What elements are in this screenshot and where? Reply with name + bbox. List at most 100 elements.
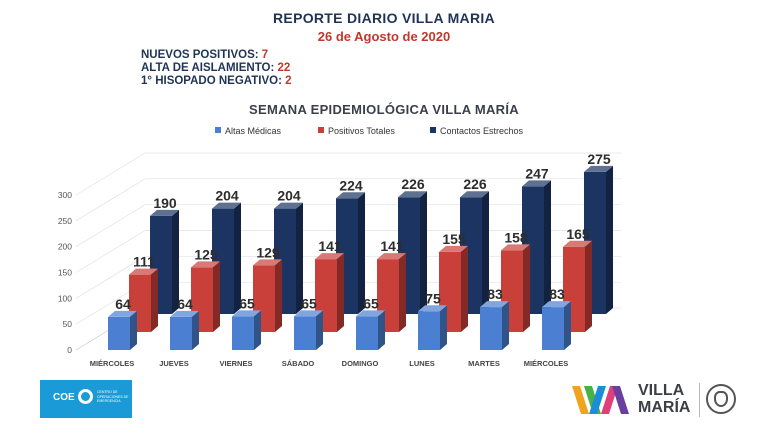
- bar-side: [606, 165, 613, 314]
- bar-side: [564, 301, 571, 350]
- bar-top: [336, 192, 365, 199]
- bar-front: [480, 307, 502, 350]
- bar-top: [356, 310, 385, 317]
- chart-title: SEMANA EPIDEMIOLÓGICA VILLA MARÍA: [249, 102, 519, 117]
- bar-side: [172, 209, 179, 314]
- stat-isolation-discharge: ALTA DE AISLAMIENTO: 22: [141, 62, 292, 75]
- data-label: 226: [463, 176, 487, 192]
- x-tick-label: MARTES: [468, 359, 500, 368]
- data-label: 83: [549, 286, 565, 302]
- data-label: 158: [504, 229, 528, 245]
- bar-top: [108, 310, 137, 317]
- city-seal-icon: [706, 384, 736, 414]
- x-tick-label: SÁBADO: [282, 359, 315, 368]
- bar-front: [418, 311, 440, 350]
- stat-value: 2: [285, 75, 292, 87]
- bar-top: [274, 202, 303, 209]
- bar: [294, 310, 323, 350]
- bar-top: [129, 268, 158, 275]
- bar-front: [542, 307, 564, 350]
- coe-logo-subtitle: CENTRO DE OPERACIONES DE EMERGENCIA: [97, 390, 129, 403]
- bar-side: [523, 244, 530, 332]
- stat-label: NUEVOS POSITIVOS:: [141, 49, 262, 61]
- bar-side: [337, 253, 344, 332]
- y-tick-label: 0: [67, 345, 72, 355]
- bar: [170, 310, 199, 350]
- data-label: 75: [425, 290, 441, 306]
- bar-side: [296, 202, 303, 314]
- bar-side: [254, 310, 261, 350]
- bar-top: [418, 305, 447, 312]
- bar-side: [358, 192, 365, 314]
- bar-side: [378, 310, 385, 350]
- bar-front: [356, 316, 378, 350]
- bar-front: [294, 316, 316, 350]
- y-tick-label: 300: [58, 190, 72, 200]
- data-label: 111: [133, 254, 155, 270]
- data-label: 247: [525, 165, 549, 181]
- bar-side: [130, 310, 137, 350]
- gridline-side: [75, 152, 146, 196]
- bar-top: [584, 165, 613, 172]
- bar: [418, 305, 447, 350]
- bar-top: [294, 310, 323, 317]
- bar-side: [213, 261, 220, 332]
- wordmark-line2: MARÍA: [638, 399, 691, 416]
- logo-divider: [699, 383, 700, 417]
- stats-block: NUEVOS POSITIVOS: 7 ALTA DE AISLAMIENTO:…: [141, 49, 292, 88]
- stat-value: 7: [261, 49, 269, 61]
- y-tick-label: 50: [63, 319, 73, 329]
- bar-side: [192, 310, 199, 350]
- stat-label: ALTA DE AISLAMIENTO:: [141, 62, 278, 74]
- x-tick-label: MIÉRCOLES: [524, 359, 569, 368]
- bar-front: [170, 316, 192, 350]
- bar-top: [522, 180, 551, 187]
- legend-swatch: [430, 127, 436, 133]
- x-tick-label: LUNES: [409, 359, 434, 368]
- bar-front: [232, 316, 254, 350]
- bar-top: [212, 202, 241, 209]
- bar-side: [275, 259, 282, 332]
- data-label: 155: [442, 231, 466, 247]
- data-label: 275: [587, 151, 611, 167]
- bar: [356, 310, 385, 350]
- bar-top: [191, 261, 220, 268]
- legend-swatch: [318, 127, 324, 133]
- data-label: 224: [339, 177, 363, 193]
- legend-label: Altas Médicas: [225, 126, 282, 136]
- data-label: 165: [566, 226, 590, 242]
- bar-side: [399, 253, 406, 332]
- bar-front: [108, 316, 130, 350]
- villa-maria-logo: VILLA MARÍA: [572, 380, 742, 422]
- data-label: 129: [256, 244, 280, 260]
- coe-logo: COE CENTRO DE OPERACIONES DE EMERGENCIA: [40, 380, 132, 418]
- legend-label: Positivos Totales: [328, 126, 395, 136]
- report-date: 26 de Agosto de 2020: [317, 29, 451, 44]
- data-label: 65: [239, 295, 255, 311]
- bar-side: [151, 268, 158, 332]
- legend-swatch: [215, 127, 221, 133]
- bar-top: [150, 209, 179, 216]
- bar-top: [460, 191, 489, 198]
- bar-side: [482, 191, 489, 314]
- data-label: 65: [363, 295, 379, 311]
- bar-side: [502, 301, 509, 350]
- bar-top: [542, 301, 571, 308]
- y-tick-label: 250: [58, 216, 72, 226]
- data-label: 125: [194, 246, 218, 262]
- gridline-side: [75, 230, 146, 273]
- stat-negative-swab: 1° HISOPADO NEGATIVO: 2: [141, 75, 292, 88]
- coe-logo-text: COE: [53, 392, 75, 403]
- bar-side: [316, 310, 323, 350]
- x-tick-label: JUEVES: [159, 359, 189, 368]
- x-tick-label: MIÉRCOLES: [90, 359, 135, 368]
- bar: [480, 301, 509, 350]
- bar-top: [563, 240, 592, 247]
- stat-label: 1° HISOPADO NEGATIVO:: [141, 75, 286, 87]
- coe-ring-icon: [78, 389, 93, 404]
- x-tick-label: DOMINGO: [342, 359, 379, 368]
- gridline-side: [75, 256, 146, 299]
- wordmark-line1: VILLA: [638, 382, 685, 399]
- villa-maria-wordmark: VILLA MARÍA: [638, 382, 690, 416]
